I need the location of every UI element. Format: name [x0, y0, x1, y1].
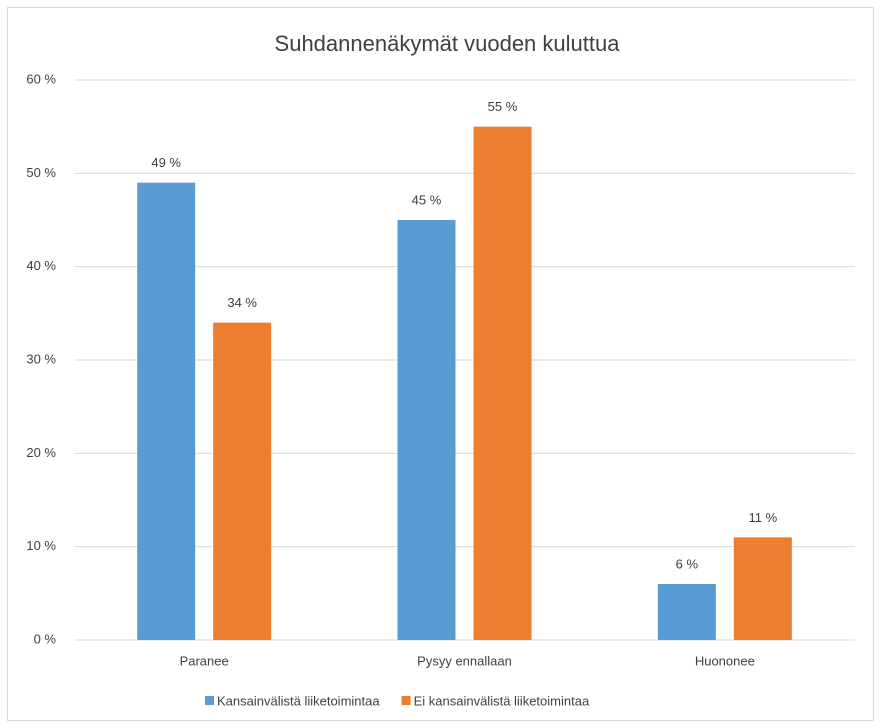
bar — [733, 537, 792, 640]
bar — [473, 126, 532, 640]
x-tick-label: Paranee — [180, 653, 229, 668]
bar — [657, 584, 716, 640]
legend-label: Ei kansainvälistä liiketoimintaa — [414, 693, 590, 708]
y-tick-label: 40 % — [26, 258, 56, 273]
data-label: 49 % — [151, 155, 181, 170]
y-tick-label: 60 % — [26, 71, 56, 86]
y-tick-label: 10 % — [26, 538, 56, 553]
data-label: 45 % — [412, 192, 442, 207]
bar — [213, 322, 272, 640]
legend-swatch — [401, 696, 411, 705]
legend-swatch — [205, 696, 214, 705]
legend-label: Kansainvälistä liiketoimintaa — [217, 693, 380, 708]
y-tick-label: 20 % — [26, 445, 56, 460]
bar — [137, 182, 196, 640]
data-label: 55 % — [488, 99, 518, 114]
bar — [397, 220, 456, 640]
y-tick-label: 50 % — [26, 165, 56, 180]
data-label: 6 % — [676, 556, 699, 571]
x-tick-label: Pysyy ennallaan — [417, 653, 512, 668]
y-tick-label: 30 % — [26, 351, 56, 366]
chart-title: Suhdannenäkymät vuoden kuluttua — [275, 31, 621, 56]
data-label: 34 % — [227, 295, 257, 310]
y-tick-label: 0 % — [34, 631, 57, 646]
x-tick-label: Huononee — [695, 653, 755, 668]
data-label: 11 % — [748, 510, 777, 525]
